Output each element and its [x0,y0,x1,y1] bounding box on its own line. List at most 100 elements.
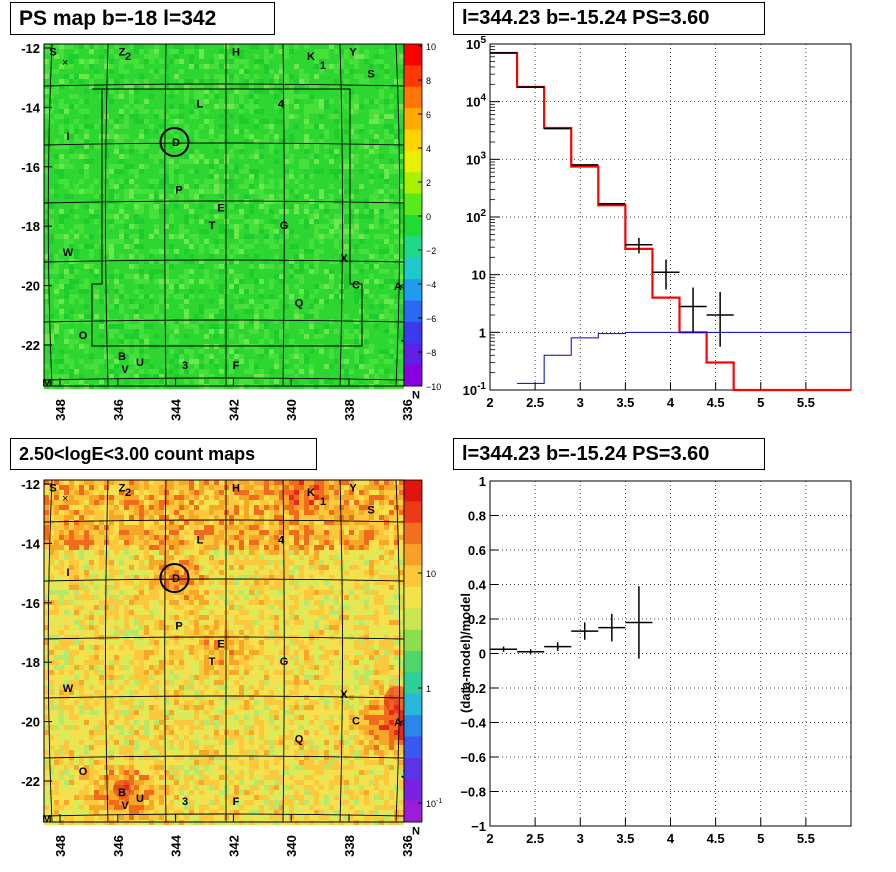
grid-parallel [43,83,405,87]
colorbar-segment [404,586,422,609]
selected-source-circle [159,563,190,594]
source-label: 1 [320,60,326,72]
map2-title: 2.50<logE<3.00 count maps [10,438,317,470]
source-label: N [412,825,420,837]
source-label: S [49,46,56,58]
x-tick-label: 344 [169,834,184,856]
x-tick-label: 346 [111,835,126,857]
map1-title: PS map b=-18 l=342 [10,2,275,35]
x-tick-label: 348 [53,835,68,857]
marker-x: × [62,57,68,69]
hist1-title: l=344.23 b=-15.24 PS=3.60 [453,2,765,35]
x-tick-label: 348 [53,399,68,421]
grid-parallel [43,578,405,582]
source-label: T [209,220,216,232]
source-label: X [340,253,348,265]
y-tick-label: 10 [472,268,486,283]
marker-x: × [398,717,404,729]
colorbar-segment [404,501,422,524]
x-tick-label: 4.5 [707,831,725,846]
colorbar-tick-label: 2 [426,178,431,188]
source-label: F [233,360,240,372]
colorbar-segment [404,172,422,195]
colorbar-segment [404,129,422,152]
colorbar-segment [404,779,422,802]
source-label: E [217,638,224,650]
x-tick-label: 2.5 [526,831,544,846]
colorbar-segment [404,193,422,216]
x-tick-label: 3 [577,395,584,410]
source-label: H [232,482,240,494]
x-tick-label: 2 [486,395,493,410]
source-label: 3 [182,360,188,372]
x-tick-label: 340 [284,835,299,857]
source-label: P [175,621,182,633]
colorbar-segment [404,672,422,695]
source-label: O [79,330,88,342]
x-tick-label: 4 [667,831,675,846]
grid-meridian [395,43,401,387]
source-label: I [66,131,69,143]
colorbar-segment [404,150,422,173]
colorbar-segment [404,757,422,780]
x-tick-label: 3 [577,831,584,846]
source-label: G [280,220,289,232]
y-tick-label: −1 [471,819,486,834]
y-tick-label: 0.6 [468,543,486,558]
selected-source-circle [159,127,190,158]
source-label: Q [295,733,304,745]
colorbar-tick-label: −4 [426,280,436,290]
grid-parallel [43,259,405,263]
y-tick-label: −0.2 [460,681,486,696]
source-label: A [394,717,402,729]
x-tick-label: 340 [284,399,299,421]
source-label: M [42,814,51,826]
source-label: F [233,796,240,808]
y-tick-label: 10-1 [463,381,487,398]
grid-parallel [43,319,405,323]
source-label: T [209,656,216,668]
colorbar-segment [404,44,422,66]
source-label: S [367,69,374,81]
source-label: Y [349,46,357,58]
source-label: S [49,482,56,494]
source-label: H [232,46,240,58]
colorbar-segment [404,279,422,301]
hist2-title: l=344.23 b=-15.24 PS=3.60 [453,438,765,470]
colorbar-segment [404,629,422,652]
x-tick-label: 5 [757,831,764,846]
colorbar-segment [404,693,422,716]
x-tick-label: 346 [111,399,126,421]
source-label: 1 [320,496,326,508]
grid-parallel [43,695,405,699]
source-label: D [172,137,180,149]
grid-meridian [339,479,343,823]
y-tick-label: 0 [479,647,486,662]
x-tick-label: 342 [226,835,241,857]
source-label: 4 [278,534,285,546]
colorbar-segment [404,215,422,237]
colorbar-tick-label: −2 [426,246,436,256]
colorbar-segment [404,300,422,323]
source-label: I [66,567,69,579]
colorbar-segment [404,736,422,759]
x-tick-label: 344 [169,398,184,420]
y-tick-label: 105 [466,35,486,52]
colorbar-segment [404,108,422,130]
source-label: 2 [125,51,131,63]
y-tick-label: -14 [21,100,41,115]
y-tick-label: 0.2 [468,612,486,627]
x-tick-label: 342 [226,399,241,421]
source-label: M [42,378,51,390]
y-tick-label: −0.4 [460,716,486,731]
y-tick-label: -20 [21,279,40,294]
colorbar-tick-label: 1 [426,684,431,694]
colorbar-segment [404,236,422,259]
y-tick-label: -12 [21,477,40,492]
colorbar-segment [404,86,422,109]
x-tick-label: 336 [400,399,415,421]
grid-meridian [47,479,53,823]
source-label: 3 [182,796,188,808]
residual-plot [489,480,852,827]
source-label: L [197,98,204,110]
